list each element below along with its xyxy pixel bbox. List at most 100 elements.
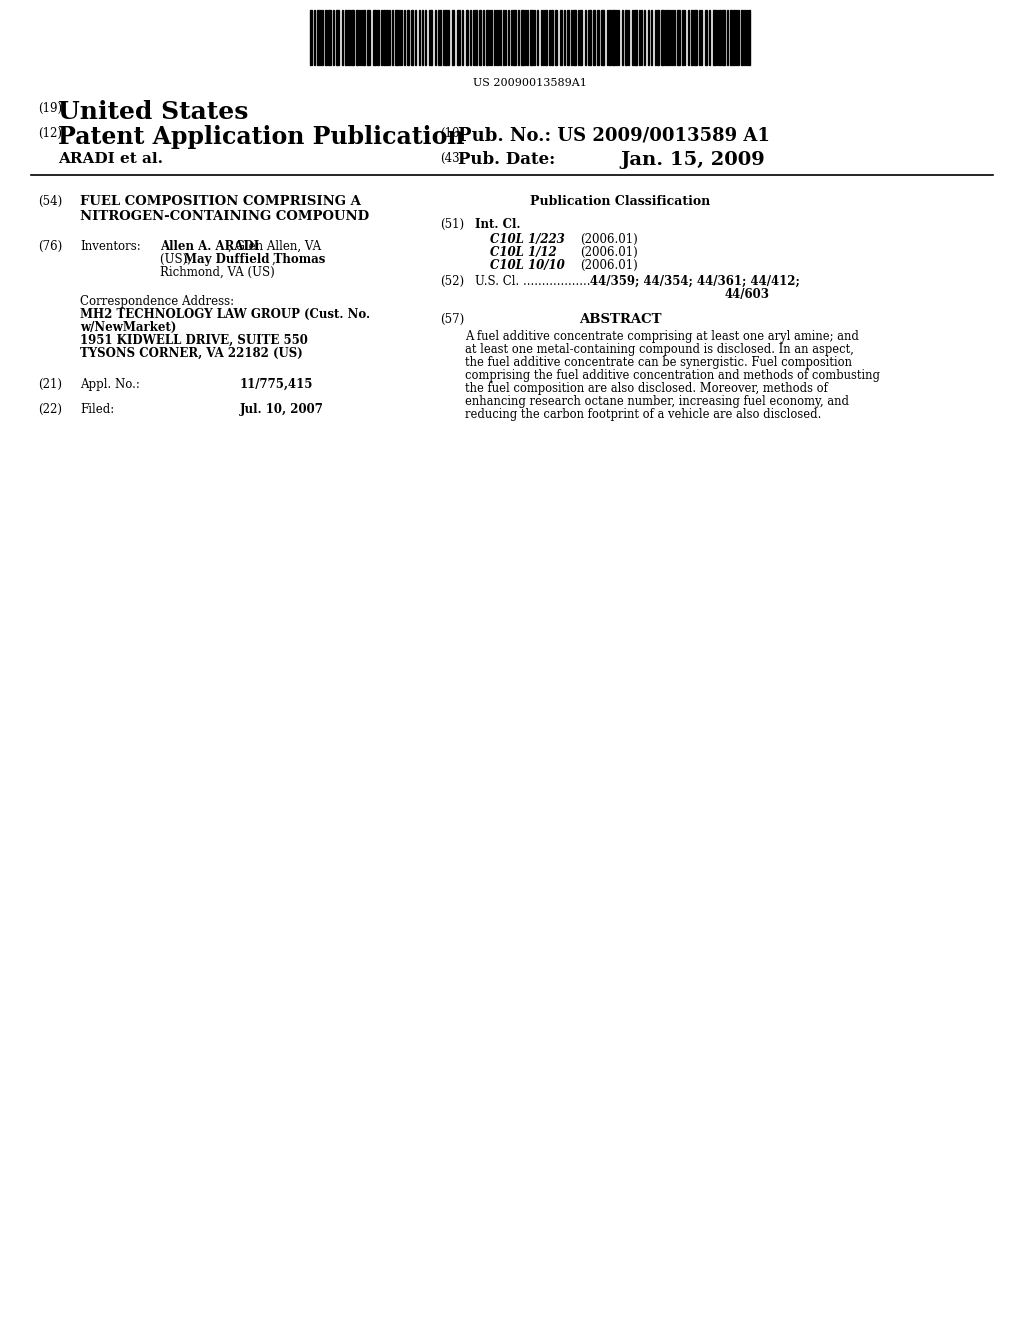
Bar [691,11,693,65]
Bar [551,11,553,65]
Text: NITROGEN-CONTAINING COMPOUND: NITROGEN-CONTAINING COMPOUND [80,210,369,223]
Bar [662,11,664,65]
Bar [733,11,735,65]
Text: May Duffield Thomas: May Duffield Thomas [184,253,326,267]
Bar [657,11,659,65]
Text: (76): (76) [38,240,62,253]
Text: w/NewMarket): w/NewMarket) [80,321,176,334]
Bar [452,11,454,65]
Text: Correspondence Address:: Correspondence Address: [80,294,234,308]
Text: (52): (52) [440,275,464,288]
Text: the fuel additive concentrate can be synergistic. Fuel composition: the fuel additive concentrate can be syn… [465,356,852,370]
Text: Richmond, VA (US): Richmond, VA (US) [160,267,274,279]
Text: (43): (43) [440,152,464,165]
Bar [362,11,365,65]
Text: 44/603: 44/603 [725,288,770,301]
Bar [479,11,481,65]
Text: Pub. Date:: Pub. Date: [458,150,555,168]
Bar [466,11,468,65]
Bar [694,11,697,65]
Text: 1951 KIDWELL DRIVE, SUITE 550: 1951 KIDWELL DRIVE, SUITE 550 [80,334,308,347]
Text: C10L 1/223: C10L 1/223 [490,234,565,246]
Bar [336,11,339,65]
Bar [411,11,413,65]
Bar [407,11,409,65]
Bar [345,11,347,65]
Text: C10L 1/12: C10L 1/12 [490,246,557,259]
Text: (57): (57) [440,313,464,326]
Bar [325,11,327,65]
Text: United States: United States [58,100,249,124]
Text: Jan. 15, 2009: Jan. 15, 2009 [620,150,765,169]
Bar [351,11,354,65]
Text: Jul. 10, 2007: Jul. 10, 2007 [240,403,324,416]
Text: enhancing research octane number, increasing fuel economy, and: enhancing research octane number, increa… [465,395,849,408]
Text: (US);: (US); [160,253,195,267]
Bar [317,11,319,65]
Text: Publication Classification: Publication Classification [529,195,710,209]
Text: (51): (51) [440,218,464,231]
Bar [677,11,680,65]
Bar [438,11,441,65]
Bar [383,11,385,65]
Text: Inventors:: Inventors: [80,240,140,253]
Text: Allen A. ARADI: Allen A. ARADI [160,240,259,253]
Text: (19): (19) [38,102,62,115]
Text: (2006.01): (2006.01) [580,259,638,272]
Text: (2006.01): (2006.01) [580,246,638,259]
Bar [567,11,569,65]
Bar [513,11,516,65]
Bar [486,11,488,65]
Text: (22): (22) [38,403,62,416]
Bar [625,11,627,65]
Text: A fuel additive concentrate comprising at least one aryl amine; and: A fuel additive concentrate comprising a… [465,330,859,343]
Bar [634,11,637,65]
Bar [530,11,534,65]
Bar [348,11,350,65]
Text: Patent Application Publication: Patent Application Publication [58,125,465,149]
Text: US 20090013589A1: US 20090013589A1 [473,78,587,88]
Text: , Glen Allen, VA: , Glen Allen, VA [228,240,322,253]
Text: at least one metal-containing compound is disclosed. In an aspect,: at least one metal-containing compound i… [465,343,854,356]
Bar [395,11,398,65]
Bar [667,11,669,65]
Bar [580,11,582,65]
Text: (12): (12) [38,127,62,140]
Bar [588,11,591,65]
Text: (21): (21) [38,378,62,391]
Text: 44/359; 44/354; 44/361; 44/412;: 44/359; 44/354; 44/361; 44/412; [590,275,800,288]
Bar [609,11,611,65]
Text: C10L 10/10: C10L 10/10 [490,259,565,272]
Text: U.S. Cl. ..................: U.S. Cl. .................. [475,275,591,288]
Text: comprising the fuel additive concentration and methods of combusting: comprising the fuel additive concentrati… [465,370,880,381]
Bar [356,11,358,65]
Bar [601,11,604,65]
Bar [597,11,599,65]
Bar [741,11,743,65]
Text: (2006.01): (2006.01) [580,234,638,246]
Bar [748,11,750,65]
Text: Appl. No.:: Appl. No.: [80,378,140,391]
Text: ARADI et al.: ARADI et al. [58,152,163,166]
Bar [545,11,547,65]
Bar [560,11,562,65]
Bar [310,11,312,65]
Bar [555,11,557,65]
Text: Pub. No.: US 2009/0013589 A1: Pub. No.: US 2009/0013589 A1 [458,125,770,144]
Bar [457,11,460,65]
Bar [719,11,721,65]
Bar [730,11,732,65]
Bar [373,11,376,65]
Bar [386,11,388,65]
Text: ,: , [272,253,275,267]
Bar [521,11,524,65]
Text: FUEL COMPOSITION COMPRISING A: FUEL COMPOSITION COMPRISING A [80,195,360,209]
Text: (54): (54) [38,195,62,209]
Bar [593,11,595,65]
Text: Int. Cl.: Int. Cl. [475,218,520,231]
Text: 11/775,415: 11/775,415 [240,378,313,391]
Bar [722,11,725,65]
Text: ABSTRACT: ABSTRACT [579,313,662,326]
Bar [713,11,716,65]
Text: the fuel composition are also disclosed. Moreover, methods of: the fuel composition are also disclosed.… [465,381,827,395]
